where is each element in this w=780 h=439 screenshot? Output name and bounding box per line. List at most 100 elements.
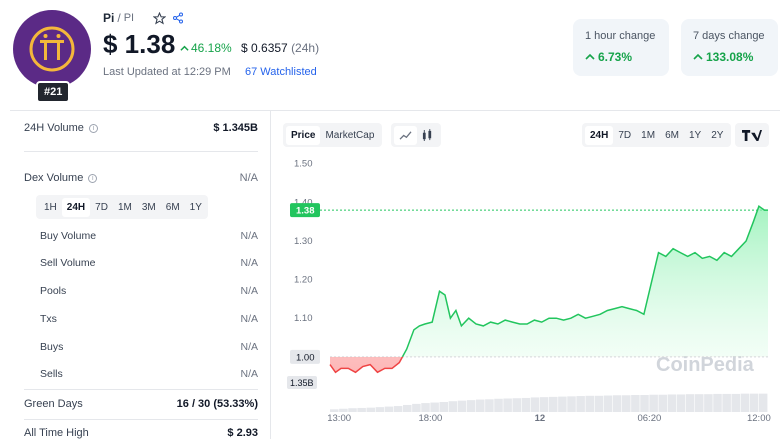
usd-value-24h: $ 0.6357 (24h): [241, 41, 319, 55]
buys-value: N/A: [240, 341, 258, 353]
dex-tab-24h[interactable]: 24H: [61, 197, 91, 217]
volume-bar: [494, 398, 503, 412]
info-icon[interactable]: i: [88, 123, 98, 133]
candlestick-icon[interactable]: [417, 125, 438, 146]
y-tick-label: 1.20: [294, 275, 313, 286]
last-updated: Last Updated at 12:29 PM: [103, 66, 231, 78]
share-icon[interactable]: [170, 10, 186, 26]
coin-symbol: PI: [123, 12, 135, 24]
range-tab-7d[interactable]: 7D: [618, 129, 632, 141]
tradingview-icon: [742, 129, 762, 141]
line-chart-icon[interactable]: [394, 125, 417, 145]
buy-volume-value: N/A: [240, 230, 258, 242]
dex-tab-3m[interactable]: 3M: [141, 201, 156, 213]
volume-24h-label: 24H Volume: [24, 122, 84, 134]
buys-label: Buys: [40, 341, 64, 353]
volume-tag-label: 1.35B: [290, 378, 314, 388]
dex-tab-7d[interactable]: 7D: [95, 201, 108, 213]
usd-value: $ 0.6357: [241, 41, 288, 55]
volume-tag: [287, 376, 317, 389]
volume-bar: [476, 399, 485, 412]
volume-bar: [704, 394, 713, 412]
volume-bar: [357, 407, 366, 412]
current-price-tag: [290, 203, 320, 218]
volume-bar: [594, 395, 604, 412]
volume-bar: [576, 396, 585, 412]
volume-bar: [549, 396, 558, 412]
volume-bar: [713, 393, 722, 412]
dex-tab-1h[interactable]: 1H: [44, 201, 57, 213]
volume-bar: [393, 406, 403, 412]
volume-bar: [330, 409, 339, 412]
volume-bar: [421, 403, 430, 412]
volume-bar: [722, 393, 731, 412]
volume-bar: [567, 396, 576, 412]
dex-volume-row: Dex Volume i N/A: [24, 172, 258, 184]
seven-day-change-label: 7 days change: [693, 30, 765, 42]
tab-marketcap[interactable]: MarketCap: [325, 129, 375, 141]
price-change-24h-value: 46.18%: [191, 41, 232, 55]
dex-tab-1y[interactable]: 1Y: [189, 201, 202, 213]
volume-bar: [676, 394, 686, 412]
volume-bar: [622, 395, 631, 412]
dex-range-tabs: 1H 24H 7D 1M 3M 6M 1Y: [36, 195, 208, 219]
txs-value: N/A: [240, 313, 258, 325]
dex-volume-label: Dex Volume: [24, 172, 84, 184]
volume-bar: [658, 394, 668, 412]
volume-bar: [740, 393, 750, 412]
volume-bar: [339, 408, 348, 412]
range-tab-6m[interactable]: 6M: [665, 129, 679, 141]
info-icon[interactable]: i: [88, 173, 98, 183]
price-series: [329, 205, 768, 374]
range-tab-1m[interactable]: 1M: [641, 129, 656, 141]
volume-bar: [521, 397, 531, 412]
all-time-high-row: All Time High $ 2.93: [24, 427, 258, 439]
pools-row: Pools N/A: [40, 285, 258, 297]
coin-logo: [13, 10, 91, 88]
buys-row: Buys N/A: [40, 341, 258, 353]
seven-day-change-value: 133.08%: [706, 50, 754, 64]
pools-value: N/A: [240, 285, 258, 297]
pools-label: Pools: [40, 285, 67, 297]
volume-bar: [558, 396, 567, 412]
range-tab-24h[interactable]: 24H: [585, 125, 614, 145]
volume-bar: [585, 395, 595, 412]
green-days-label: Green Days: [24, 398, 83, 410]
one-hour-change-value-wrap: 6.73%: [585, 50, 657, 64]
tab-price[interactable]: Price: [286, 125, 321, 145]
volume-bar: [403, 404, 412, 412]
chart-type-toggle: [391, 123, 441, 147]
x-tick-label: 12:00: [747, 413, 771, 424]
watchlisted-link[interactable]: 67 Watchlisted: [245, 66, 317, 78]
current-price-tag-label: 1.38: [296, 206, 315, 217]
range-tab-2y[interactable]: 2Y: [711, 129, 724, 141]
dex-tab-1m[interactable]: 1M: [117, 201, 132, 213]
volume-bar: [348, 408, 357, 412]
volume-bar: [631, 394, 640, 412]
y-tick-label: 1.30: [294, 236, 313, 247]
header-divider: [10, 110, 780, 111]
one-hour-change-label: 1 hour change: [585, 30, 656, 42]
volume-bar: [457, 400, 467, 412]
volume-bar: [366, 407, 376, 412]
arrow-up-icon: [180, 45, 189, 51]
y-tick-label: 1.40: [294, 197, 313, 208]
volume-24h-label-wrap: 24H Volume i: [24, 122, 98, 134]
volume-bar: [485, 399, 494, 412]
volume-bar: [749, 393, 759, 412]
seven-day-change-card: 7 days change 133.08%: [681, 19, 778, 76]
current-price: $ 1.38: [103, 29, 176, 59]
sells-label: Sells: [40, 368, 63, 380]
x-tick-label: 18:00: [418, 413, 442, 424]
buy-volume-row: Buy Volume N/A: [40, 230, 258, 242]
star-icon[interactable]: [151, 10, 167, 26]
volume-bar: [466, 400, 476, 412]
chart-axes: 1.501.401.301.201.101.001.001.381.35B13:…: [287, 159, 771, 424]
tradingview-button[interactable]: [735, 123, 769, 147]
dex-tab-6m[interactable]: 6M: [165, 201, 180, 213]
range-tab-1y[interactable]: 1Y: [688, 129, 702, 141]
price-chart[interactable]: CoinPedia 1.501.401.301.201.101.001.001.…: [280, 150, 780, 439]
pi-logo-icon: [29, 26, 75, 72]
volume-bar: [448, 401, 458, 412]
all-time-high-value: $ 2.93: [227, 427, 258, 439]
